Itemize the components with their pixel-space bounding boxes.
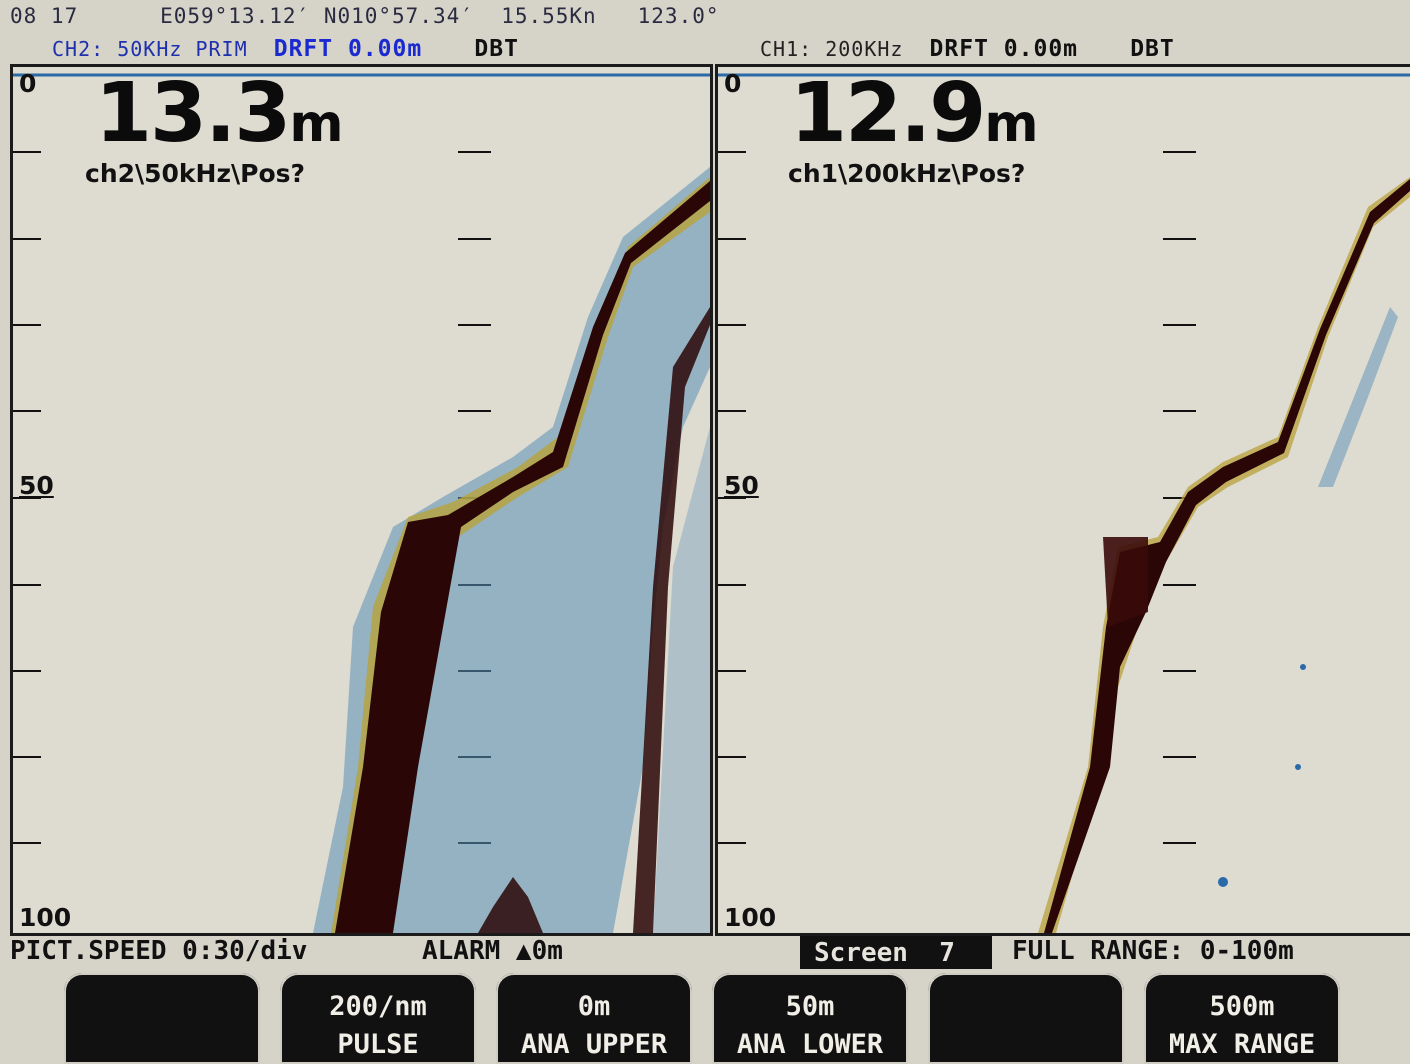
softkey-ana-upper-label: ANA UPPER [520, 1029, 668, 1060]
picture-speed: PICT.SPEED 0:30/div [10, 936, 308, 966]
left-scale-ticks [718, 151, 746, 844]
channel-label-ch2: ch2\50kHz\Pos? [85, 159, 306, 188]
scale-bottom-ch2: 100 [19, 903, 72, 932]
depth-readout-ch1: 12.9m [790, 69, 1039, 169]
strong-echo-ch2 [335, 181, 710, 933]
echogram-ch1-plot [718, 73, 1410, 933]
depth-value-ch1: 12.9 [790, 66, 986, 161]
ch1-mode: DBT [1130, 36, 1175, 62]
ch2-draft: DRFT 0.00m [273, 36, 423, 62]
softkey-ana-lower-label: ANA LOWER [736, 1029, 884, 1060]
softkey-max-range-label: MAX RANGE [1168, 1029, 1316, 1060]
ch1-draft: DRFT 0.00m [929, 36, 1079, 62]
scale-mid-ch2: 50 [19, 471, 54, 500]
speed-readout: 15.55Kn [501, 4, 597, 28]
softkey-ana-lower[interactable]: 50m ANA LOWER [706, 973, 908, 1064]
echogram-ch2: 13.3m ch2\50kHz\Pos? 0 50 100 [10, 64, 713, 936]
depth-unit-ch2: m [289, 94, 344, 154]
ch1-info: CH1: 200KHz [760, 37, 904, 61]
depth-value-ch2: 13.3 [95, 66, 291, 161]
scale-bottom-ch1: 100 [724, 903, 777, 932]
softkey-ana-lower-value: 50m [785, 991, 835, 1022]
time-readout: 08 17 [10, 4, 79, 28]
softkey-ana-upper-value: 0m [577, 991, 611, 1022]
medium-echo-ch1 [1038, 177, 1410, 933]
channel-label-ch1: ch1\200kHz\Pos? [788, 159, 1026, 188]
screen-number[interactable]: Screen 7 [800, 936, 992, 969]
softkey-max-range[interactable]: 500m MAX RANGE [1138, 973, 1340, 1064]
softkey-pulse-value: 200/nm [329, 991, 427, 1022]
latitude-readout: N010°57.34′ [323, 4, 474, 28]
depth-readout-ch2: 13.3m [95, 69, 344, 169]
depth-unit-ch1: m [984, 94, 1039, 154]
softkey-pulse[interactable]: 200/nm PULSE [274, 973, 476, 1064]
echogram-ch1: 12.9m ch1\200kHz\Pos? 0 50 100 [715, 64, 1410, 936]
ch2-info: CH2: 50KHz PRIM [52, 37, 248, 61]
strong-echo-ch1 [1044, 179, 1410, 933]
longitude-readout: E059°13.12′ [160, 4, 311, 28]
nav-status-line: 08 17 E059°13.12′ N010°57.34′ 15.55Kn 12… [10, 4, 720, 28]
scale-top-ch2: 0 [19, 69, 37, 98]
echogram-ch2-plot [13, 73, 710, 933]
softkey-ana-upper[interactable]: 0m ANA UPPER [490, 973, 692, 1064]
ch2-mode: DBT [474, 36, 519, 62]
ch1-header: CH1: 200KHz DRFT 0.00m DBT [760, 36, 1175, 62]
softkey-1[interactable] [58, 973, 260, 1064]
left-scale-ticks [13, 151, 41, 844]
full-range: FULL RANGE: 0-100m [1012, 936, 1294, 966]
alarm-setting: ALARM ▲0m [422, 936, 563, 966]
softkey-pulse-label: PULSE [337, 1029, 419, 1060]
ch2-header: CH2: 50KHz PRIM DRFT 0.00m DBT [52, 36, 519, 62]
heading-readout: 123.0° [637, 4, 720, 28]
scale-top-ch1: 0 [724, 69, 742, 98]
softkey-5[interactable] [922, 973, 1124, 1064]
softkey-max-range-value: 500m [1209, 991, 1275, 1022]
scale-mid-ch1: 50 [724, 471, 759, 500]
